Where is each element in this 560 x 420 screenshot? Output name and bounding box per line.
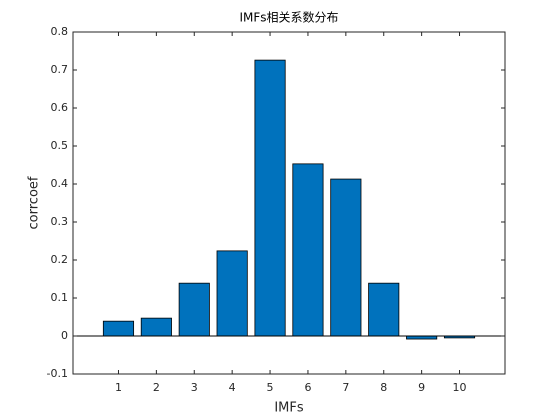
y-tick-label: -0.1 [47, 367, 68, 380]
bar [292, 163, 324, 337]
bar [178, 282, 210, 337]
bar [254, 59, 286, 337]
x-tick-label: 5 [267, 381, 274, 394]
x-tick-label: 1 [115, 381, 122, 394]
axes-box [72, 31, 506, 375]
x-tick-label: 4 [229, 381, 236, 394]
chart-title: IMFs相关系数分布 [239, 10, 338, 25]
x-tick-label: 8 [380, 381, 387, 394]
bar [102, 320, 135, 337]
x-tick-label: 7 [342, 381, 349, 394]
y-tick-label: 0.3 [51, 215, 69, 228]
x-tick-label: 9 [418, 381, 425, 394]
y-tick-label: 0.5 [51, 139, 69, 152]
bar [368, 282, 400, 337]
y-tick-label: 0.2 [51, 253, 69, 266]
x-tick-label: 6 [304, 381, 311, 394]
y-tick-label: 0.4 [51, 177, 69, 190]
x-tick-label: 3 [191, 381, 198, 394]
y-axis-label: corrcoef [27, 176, 42, 229]
y-tick-label: 0.8 [51, 25, 69, 38]
bar [216, 250, 248, 337]
x-axis-label: IMFs [274, 401, 304, 416]
bar [330, 178, 362, 337]
y-tick-label: 0.6 [51, 101, 69, 114]
x-tick-label: 2 [153, 381, 160, 394]
y-tick-label: 0 [61, 329, 68, 342]
y-tick-label: 0.7 [51, 63, 69, 76]
x-tick-label: 10 [453, 381, 467, 394]
y-tick-label: 0.1 [51, 291, 69, 304]
bar [140, 317, 172, 337]
